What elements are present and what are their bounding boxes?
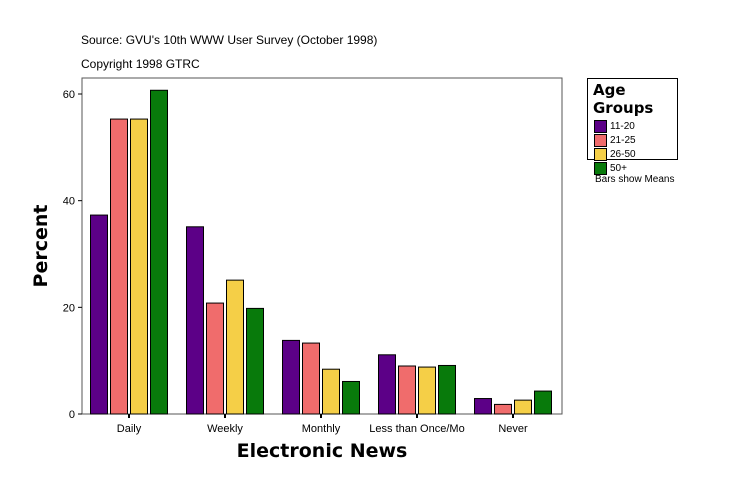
- bar-11-20-Weekly: [186, 226, 204, 415]
- y-tick-label: 40: [63, 196, 75, 208]
- bar-11-20-Less than Once/Mo: [378, 354, 396, 415]
- x-tick-label: Weekly: [207, 423, 243, 435]
- legend-swatch: [594, 161, 607, 175]
- bar-11-20-Daily: [90, 214, 108, 415]
- legend-title: Age Groups: [593, 81, 654, 117]
- bar-26-50-Monthly: [322, 368, 340, 415]
- x-tick-label: Less than Once/Mo: [369, 423, 464, 435]
- bar-21-25-Monthly: [302, 342, 320, 415]
- bar-50+-Weekly: [246, 307, 264, 415]
- bar-50+-Less than Once/Mo: [438, 364, 456, 415]
- bars-note: Bars show Means: [595, 174, 675, 185]
- legend-swatch: [594, 133, 607, 147]
- bar-50+-Monthly: [342, 380, 360, 415]
- legend-swatch: [594, 147, 607, 161]
- bar-26-50-Less than Once/Mo: [418, 366, 436, 415]
- bar-21-25-Never: [494, 403, 512, 415]
- bar-21-25-Less than Once/Mo: [398, 365, 416, 415]
- legend-item: 26-50: [594, 147, 677, 161]
- bar-50+-Daily: [150, 89, 168, 415]
- bar-11-20-Monthly: [282, 339, 300, 415]
- bar-26-50-Never: [514, 399, 532, 415]
- legend: Age Groups 11-20 21-25 26-50 50+: [587, 78, 678, 175]
- bar-11-20-Never: [474, 398, 492, 415]
- x-tick-label: Daily: [117, 423, 142, 435]
- y-axis-label: Percent: [30, 205, 52, 288]
- x-axis-label: Electronic News: [237, 440, 408, 462]
- legend-swatch: [594, 119, 607, 133]
- x-tick-label: Monthly: [302, 423, 341, 435]
- copyright-text: Copyright 1998 GTRC: [81, 57, 200, 71]
- x-tick-label: Never: [498, 423, 528, 435]
- legend-label: 50+: [610, 162, 627, 174]
- bar-26-50-Daily: [130, 118, 148, 415]
- legend-item: 11-20: [594, 119, 677, 133]
- y-tick-label: 20: [63, 302, 75, 314]
- legend-item: 50+: [594, 161, 677, 175]
- legend-item: 21-25: [594, 133, 677, 147]
- legend-label: 26-50: [610, 148, 636, 160]
- source-text: Source: GVU's 10th WWW User Survey (Octo…: [81, 33, 378, 47]
- bar-26-50-Weekly: [226, 279, 244, 415]
- legend-label: 21-25: [610, 134, 636, 146]
- y-tick-label: 0: [69, 409, 75, 421]
- y-tick-label: 60: [63, 89, 75, 101]
- bar-21-25-Daily: [110, 118, 128, 415]
- bar-21-25-Weekly: [206, 302, 224, 415]
- bar-50+-Never: [534, 390, 552, 415]
- legend-label: 11-20: [610, 120, 635, 132]
